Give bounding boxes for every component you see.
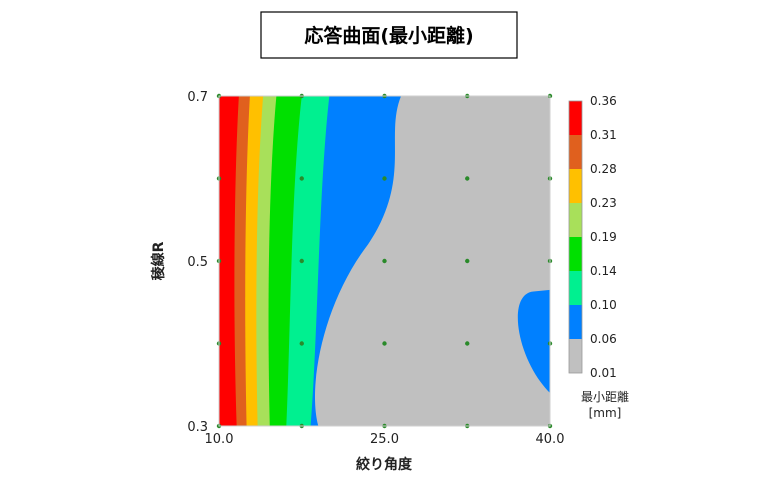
legend-frame bbox=[568, 100, 583, 374]
legend-level-label: 0.10 bbox=[590, 298, 617, 312]
legend-swatch bbox=[569, 305, 582, 339]
x-tick-label: 25.0 bbox=[370, 432, 399, 447]
color-legend: 0.36 0.31 0.28 0.23 0.19 0.14 0.10 0.06 0.01 bbox=[568, 94, 617, 380]
contour-bands bbox=[219, 96, 550, 426]
legend-level-label: 0.23 bbox=[590, 196, 617, 210]
design-point bbox=[299, 176, 304, 181]
legend-level-label: 0.31 bbox=[590, 128, 617, 142]
design-point bbox=[299, 258, 304, 264]
y-tick-label: 0.3 bbox=[187, 420, 208, 435]
legend-swatch bbox=[569, 271, 582, 305]
legend-level-label: 0.36 bbox=[590, 94, 617, 108]
design-point bbox=[382, 258, 387, 264]
axis-ticks: 10.0 25.0 40.0 0.3 0.5 0.7 bbox=[187, 90, 564, 447]
legend-level-label: 0.01 bbox=[590, 366, 617, 380]
y-axis-label: 稜線R bbox=[150, 241, 167, 280]
contour-band-7 bbox=[314, 96, 550, 426]
design-point bbox=[465, 341, 470, 346]
legend-swatch bbox=[569, 101, 582, 135]
x-tick-label: 40.0 bbox=[536, 432, 565, 447]
legend-swatch bbox=[569, 169, 582, 203]
design-point bbox=[465, 176, 470, 181]
legend-level-label: 0.14 bbox=[590, 264, 617, 278]
legend-swatch bbox=[569, 135, 582, 169]
contour-island bbox=[517, 289, 550, 393]
y-tick-label: 0.7 bbox=[187, 90, 208, 105]
title-box bbox=[260, 11, 518, 59]
design-point bbox=[299, 341, 304, 346]
x-tick-label: 10.0 bbox=[205, 432, 234, 447]
plot-area bbox=[216, 93, 553, 429]
legend-level-label: 0.28 bbox=[590, 162, 617, 176]
legend-unit: [mm] bbox=[589, 406, 622, 420]
design-point bbox=[382, 176, 387, 181]
legend-level-label: 0.19 bbox=[590, 230, 617, 244]
chart-title: 応答曲面(最小距離) bbox=[304, 24, 473, 47]
x-axis-label: 絞り角度 bbox=[356, 456, 413, 473]
legend-title: 最小距離 bbox=[581, 390, 629, 404]
y-tick-label: 0.5 bbox=[187, 255, 208, 270]
plot-frame bbox=[218, 95, 551, 427]
legend-swatch bbox=[569, 339, 582, 373]
legend-swatch bbox=[569, 203, 582, 237]
design-point bbox=[382, 341, 387, 346]
legend-swatch bbox=[569, 237, 582, 271]
design-point bbox=[465, 258, 470, 264]
legend-level-label: 0.06 bbox=[590, 332, 617, 346]
